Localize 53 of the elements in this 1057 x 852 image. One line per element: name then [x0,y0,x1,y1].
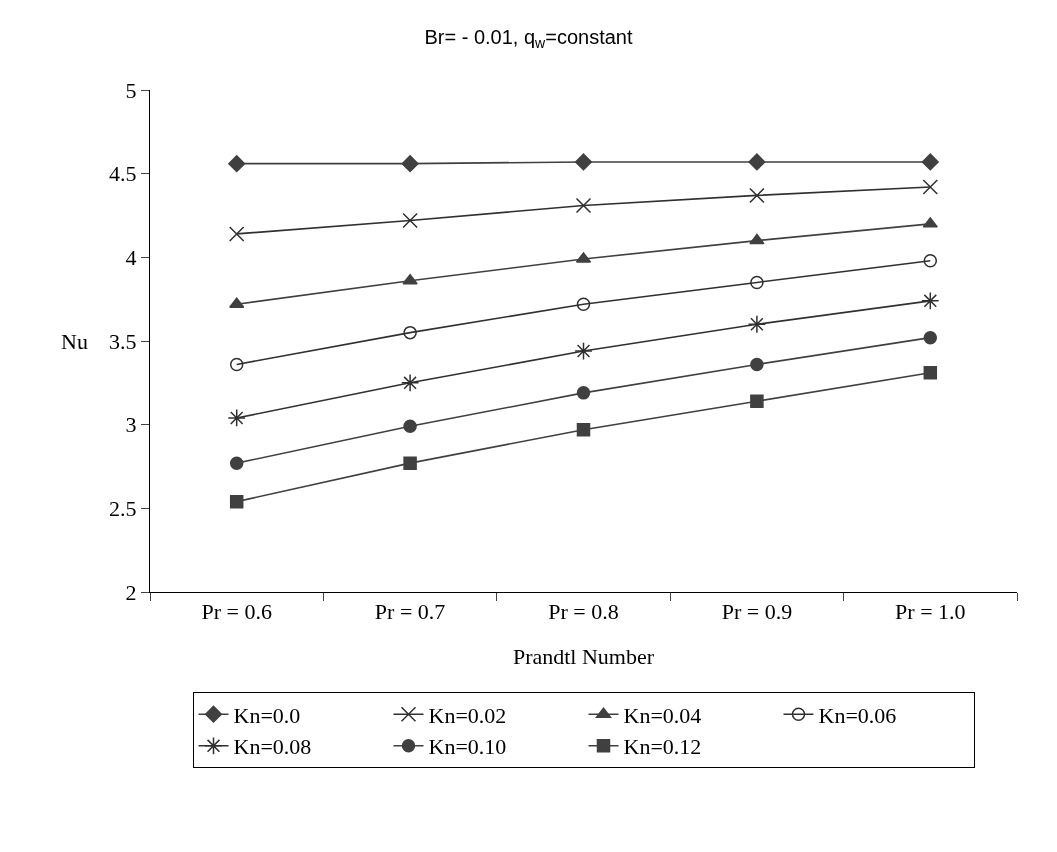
point [228,226,245,242]
point [229,494,244,509]
point [576,386,591,400]
point [923,330,938,345]
y-tick-label: 3.5 [109,328,137,354]
point [228,155,246,173]
y-tick-label: 3 [125,412,137,438]
legend-label: Kn=0.12 [623,734,702,760]
point [575,197,592,214]
point [747,315,767,334]
x-tick-label: Pr = 0.8 [548,599,619,625]
point [402,212,418,229]
y-tick-label: 2.5 [109,496,137,522]
point [576,422,591,437]
point [403,325,417,340]
point [921,291,940,310]
point [229,456,244,470]
point [574,153,593,171]
x-tick-label: Pr = 0.6 [201,599,272,625]
point [400,373,420,392]
legend-label: Kn=0.0 [233,702,301,728]
y-tick-label: 4.5 [109,161,137,187]
x-tick-label: Pr = 1.0 [895,599,966,625]
legend-label: Kn=0.04 [623,702,702,728]
x-axis-title: Prandtl Number [512,644,655,670]
x-tick-label: Pr = 0.7 [374,599,446,625]
y-tick-label: 5 [125,77,137,103]
point [921,153,939,171]
point [574,341,593,361]
point [403,456,417,470]
point [923,366,938,380]
legend-label: Kn=0.10 [428,734,507,760]
point [749,233,765,245]
y-axis-title: Nu [61,329,88,354]
point [403,419,417,434]
point [227,408,246,428]
point [923,253,938,268]
point [750,357,764,372]
point [922,179,939,195]
point [229,357,244,372]
y-tick-label: 2 [125,579,137,605]
legend-label: Kn=0.02 [428,702,507,728]
point [576,297,591,311]
point [749,187,765,204]
point [750,275,764,290]
y-tick-label: 4 [125,245,137,271]
point [748,153,766,171]
legend-label: Kn=0.08 [233,734,312,760]
legend-label: Kn=0.06 [818,702,897,728]
x-tick-label: Pr = 0.9 [721,599,793,625]
chart-title: Br= - 0.01, q$_{w}$=constant [424,25,633,52]
point [750,394,764,408]
point [401,155,419,173]
